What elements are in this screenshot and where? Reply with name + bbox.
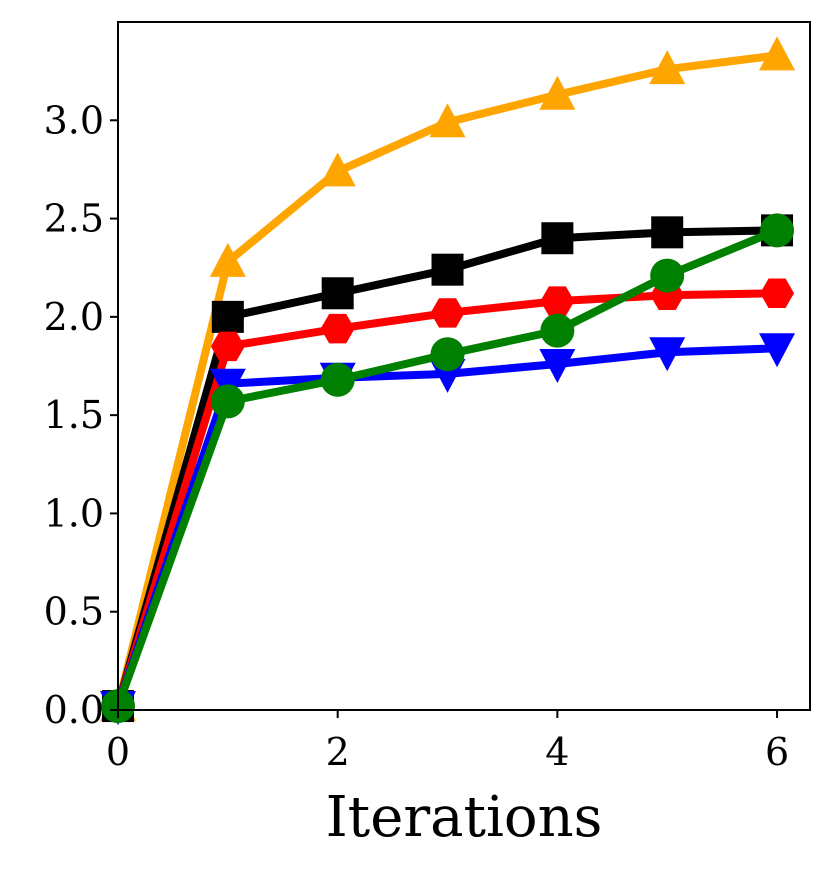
data-point: [649, 337, 686, 372]
y-axis: 0.0 0.5 1.0 1.5 2.0 2.5 3.0: [44, 98, 118, 732]
data-point: [209, 242, 246, 277]
data-point: [759, 36, 796, 71]
x-axis-title: Iterations: [326, 785, 603, 850]
y-tick-label: 1.5: [44, 393, 104, 437]
y-tick-label: 1.0: [44, 491, 104, 535]
series-green-circle: [101, 213, 795, 724]
x-tick-label: 0: [106, 730, 130, 774]
data-point: [760, 213, 795, 248]
data-point: [650, 258, 685, 293]
x-tick-label: 4: [545, 730, 569, 774]
series-layer: [100, 36, 796, 726]
y-tick-label: 2.5: [44, 197, 104, 241]
x-tick-label: 2: [326, 730, 350, 774]
data-point: [429, 103, 466, 138]
plot-frame: [117, 21, 811, 711]
data-point: [430, 337, 465, 372]
data-point: [430, 298, 465, 328]
data-point: [431, 253, 464, 286]
data-point: [210, 331, 245, 362]
data-point: [760, 278, 795, 308]
data-point: [320, 313, 355, 344]
series-red-hexagon: [101, 278, 795, 721]
data-point: [540, 313, 575, 348]
data-point: [320, 362, 355, 397]
data-point: [319, 152, 356, 187]
y-tick-label: 2.0: [44, 295, 104, 339]
x-axis: 0 2 4 6: [106, 710, 789, 774]
data-point: [540, 286, 575, 316]
data-point: [759, 333, 796, 368]
y-tick-label: 0.5: [44, 590, 104, 634]
data-point: [210, 384, 245, 419]
data-point: [541, 222, 574, 255]
data-point: [321, 277, 354, 310]
data-point: [539, 349, 576, 384]
data-point: [649, 50, 686, 85]
data-point: [651, 216, 684, 249]
data-point: [539, 75, 576, 110]
data-point: [211, 300, 244, 333]
y-tick-label: 3.0: [44, 98, 104, 142]
y-tick-label: 0.0: [44, 688, 104, 732]
x-tick-label: 6: [765, 730, 789, 774]
